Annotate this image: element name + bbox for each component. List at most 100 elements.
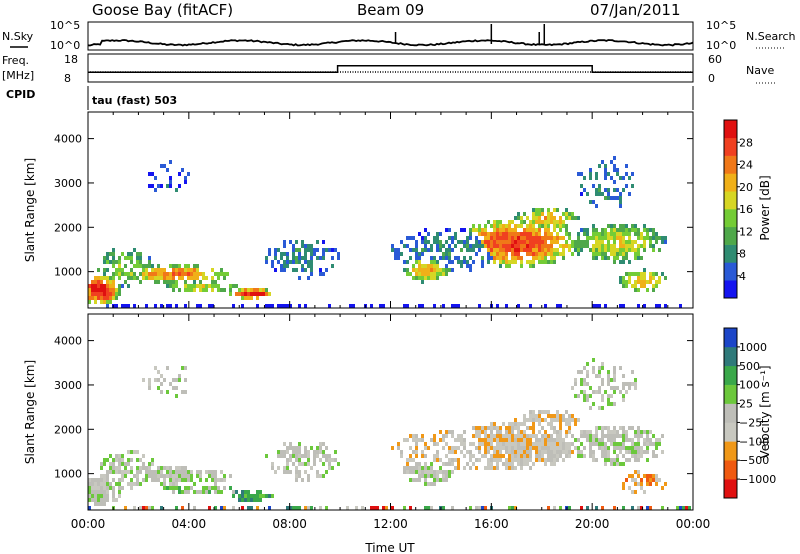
power-cell — [91, 284, 94, 288]
velocity-cell — [520, 466, 523, 470]
power-cell — [622, 228, 625, 232]
velocity-cell — [622, 482, 625, 486]
power-cells — [88, 156, 682, 308]
power-cell — [559, 236, 562, 240]
power-cell — [652, 276, 655, 280]
power-cell — [481, 228, 484, 232]
power-cell — [112, 256, 115, 260]
power-cell — [97, 280, 100, 284]
velocity-cell — [187, 486, 190, 490]
power-cell — [220, 268, 223, 272]
velocity-cell — [430, 482, 433, 486]
power-cell — [196, 272, 199, 276]
power-cell — [595, 172, 598, 176]
velocity-cell — [571, 386, 574, 390]
power-cell — [151, 268, 154, 272]
velocity-cell — [106, 458, 109, 462]
power-cell — [634, 256, 637, 260]
velocity-cell — [190, 474, 193, 478]
velocity-cell — [589, 438, 592, 442]
velocity-cell — [130, 486, 133, 490]
velocity-cell — [613, 378, 616, 382]
velocity-cell — [430, 462, 433, 466]
velocity-cell — [568, 414, 571, 418]
velocity-cell — [553, 454, 556, 458]
power-cell — [460, 248, 463, 252]
power-cell — [628, 280, 631, 284]
velocity-cell — [241, 506, 244, 510]
velocity-cell — [529, 446, 532, 450]
velocity-cell — [628, 382, 631, 386]
velocity-cell — [646, 482, 649, 486]
power-cell — [118, 284, 121, 288]
velocity-cell — [334, 458, 337, 462]
power-cell — [274, 268, 277, 272]
power-cell — [541, 240, 544, 244]
power-cell — [142, 276, 145, 280]
velocity-cell — [622, 382, 625, 386]
power-cell — [391, 244, 394, 248]
velocity-cell — [619, 434, 622, 438]
velocity-cell — [313, 462, 316, 466]
velocity-cell — [385, 506, 388, 510]
power-cell — [502, 228, 505, 232]
velocity-cell — [529, 450, 532, 454]
velocity-cell — [613, 374, 616, 378]
power-cell — [259, 292, 262, 296]
velocity-cell — [631, 450, 634, 454]
nave-right-tick-bottom: 0 — [708, 72, 715, 85]
power-cell — [169, 304, 172, 308]
velocity-cell — [463, 454, 466, 458]
power-cell — [436, 264, 439, 268]
velocity-cell — [436, 478, 439, 482]
power-cell — [610, 176, 613, 180]
power-cell — [397, 248, 400, 252]
velocity-cell — [541, 426, 544, 430]
power-cell — [424, 272, 427, 276]
velocity-cell — [556, 410, 559, 414]
velocity-cell — [181, 390, 184, 394]
power-cell — [271, 304, 274, 308]
power-cell — [262, 292, 265, 296]
velocity-cell — [589, 450, 592, 454]
velocity-cell — [637, 470, 640, 474]
velocity-cell — [433, 470, 436, 474]
velocity-cell — [529, 418, 532, 422]
power-cell — [544, 260, 547, 264]
power-cell — [178, 276, 181, 280]
velocity-cell — [637, 446, 640, 450]
velocity-cell — [553, 458, 556, 462]
velocity-cell — [100, 498, 103, 502]
colorbar-tick-label: 24 — [739, 159, 753, 172]
power-cell — [472, 228, 475, 232]
velocity-cell — [460, 438, 463, 442]
velocity-cell — [499, 450, 502, 454]
power-cell — [631, 272, 634, 276]
power-cell — [610, 196, 613, 200]
power-cell — [586, 228, 589, 232]
velocity-cell — [424, 442, 427, 446]
power-cell — [550, 256, 553, 260]
power-cell — [493, 220, 496, 224]
velocity-cell — [475, 458, 478, 462]
velocity-cell — [586, 438, 589, 442]
power-cell — [550, 216, 553, 220]
power-cell — [121, 304, 124, 308]
velocity-cell — [619, 462, 622, 466]
velocity-cell — [271, 494, 274, 498]
velocity-cell — [601, 382, 604, 386]
power-cell — [178, 272, 181, 276]
velocity-cell — [445, 442, 448, 446]
velocity-cell — [493, 454, 496, 458]
power-cell — [406, 268, 409, 272]
power-cell — [178, 264, 181, 268]
velocity-cell — [529, 466, 532, 470]
power-cell — [148, 184, 151, 188]
velocity-cell — [574, 438, 577, 442]
velocity-cell — [550, 462, 553, 466]
power-cell — [256, 296, 259, 300]
velocity-cell — [598, 370, 601, 374]
power-cell — [553, 208, 556, 212]
power-cell — [436, 248, 439, 252]
velocity-cell — [637, 438, 640, 442]
